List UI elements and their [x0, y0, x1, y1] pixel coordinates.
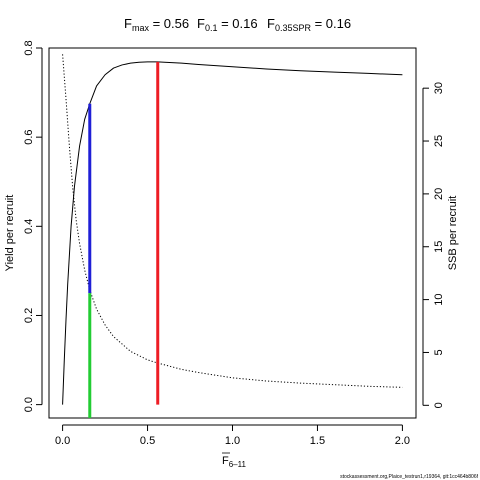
x-tick-label: 1.0 [225, 435, 240, 447]
y-right-tick-label: 0 [433, 402, 445, 408]
y-axis-left: 0.0 0.2 0.4 0.6 0.8 [23, 40, 43, 412]
plot-frame [48, 47, 417, 419]
chart-title: Fmax = 0.56 F0.1 = 0.16 F0.35SPR = 0.16 [124, 16, 351, 33]
y-left-tick-label: 0.0 [23, 397, 35, 412]
reference-lines [88, 61, 160, 418]
y-axis-right: 0 5 10 15 20 25 30 [422, 82, 445, 408]
title-fmax: Fmax = 0.56 [124, 16, 189, 33]
title-f035spr: F0.35SPR = 0.16 [267, 16, 351, 33]
y-left-tick-label: 0.6 [23, 130, 35, 145]
x-tick-label: 1.5 [310, 435, 325, 447]
y-left-tick-label: 0.4 [23, 219, 35, 234]
x-axis: 0.0 0.5 1.0 1.5 2.0 [55, 424, 410, 447]
title-f01: F0.1 = 0.16 [197, 16, 258, 33]
y-right-tick-label: 5 [433, 349, 445, 355]
y-right-tick-label: 30 [433, 82, 445, 94]
series-layer [62, 54, 403, 405]
x-tick-label: 2.0 [395, 435, 410, 447]
ssb-per-recruit-line [62, 54, 403, 388]
y-right-tick-label: 25 [433, 135, 445, 147]
y-right-tick-label: 20 [433, 188, 445, 200]
yield-per-recruit-line [62, 61, 403, 405]
y-left-tick-label: 0.2 [23, 308, 35, 323]
y-right-tick-label: 10 [433, 293, 445, 305]
footer-source: stockassessment.org,Plaice_testrun1,r193… [340, 474, 478, 480]
x-tick-label: 0.5 [140, 435, 155, 447]
x-tick-label: 0.0 [55, 435, 70, 447]
y-left-tick-label: 0.8 [23, 40, 35, 55]
y-axis-left-label: Yield per recruit [4, 195, 16, 272]
y-axis-right-label: SSB per recruit [447, 196, 459, 271]
x-axis-label: F6–11 [222, 452, 246, 469]
x-axis-label-text: F6–11 [222, 455, 246, 469]
y-right-tick-label: 15 [433, 241, 445, 253]
